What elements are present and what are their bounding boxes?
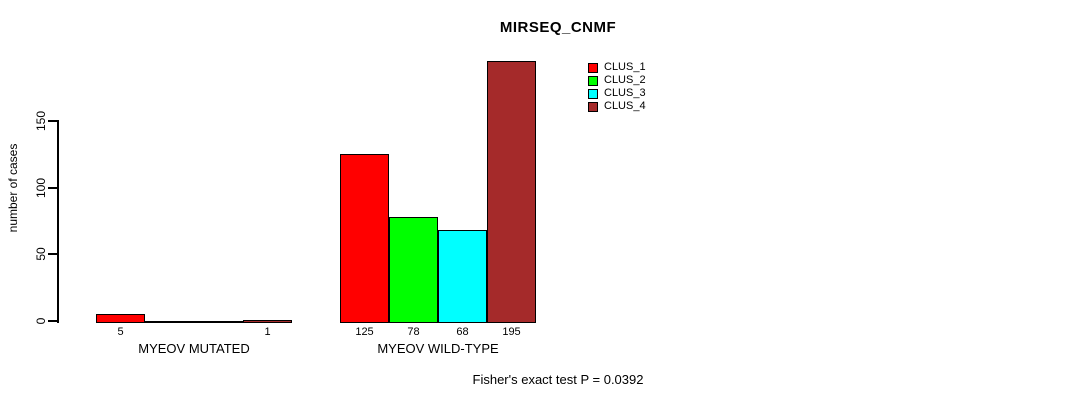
legend-label: CLUS_1 <box>604 61 646 73</box>
y-tick-mark <box>48 320 57 322</box>
bar-clus_2-group2 <box>389 217 438 323</box>
x-group-label: MYEOV MUTATED <box>138 341 250 356</box>
legend-label: CLUS_3 <box>604 87 646 99</box>
legend-swatch-clus_3 <box>588 88 598 99</box>
legend-swatch-clus_1 <box>588 62 598 73</box>
bar-value-label: 68 <box>456 326 469 338</box>
y-tick-label: 150 <box>34 110 48 132</box>
bar-clus_4-group2 <box>487 61 536 323</box>
y-tick-mark <box>48 120 57 122</box>
legend: CLUS_1 CLUS_2 CLUS_3 CLUS_4 <box>588 61 646 113</box>
annotation-text: Fisher's exact test P = 0.0392 <box>472 372 644 387</box>
bar-clus_4-group1 <box>243 320 292 323</box>
y-tick-label: 100 <box>34 177 48 198</box>
legend-item-clus_4: CLUS_4 <box>588 100 646 113</box>
x-group-label: MYEOV WILD-TYPE <box>377 341 499 356</box>
legend-item-clus_3: CLUS_3 <box>588 87 646 100</box>
y-tick-label: 50 <box>34 247 48 262</box>
bar-clus_3-group2 <box>438 230 487 323</box>
bar-clus_1-group2 <box>340 154 389 323</box>
bar-clus_2-group1 <box>145 321 194 323</box>
bar-value-label: 125 <box>355 326 374 338</box>
bar-value-label: 1 <box>264 326 271 338</box>
y-tick-mark <box>48 186 57 189</box>
y-tick-label: 0 <box>34 317 48 325</box>
y-axis-label: number of cases <box>6 143 20 233</box>
bar-clus_1-group1 <box>96 314 145 323</box>
bar-clus_3-group1 <box>194 321 243 323</box>
legend-label: CLUS_4 <box>604 100 646 112</box>
chart-title: MIRSEQ_CNMF <box>499 19 617 36</box>
y-tick-mark <box>48 253 57 256</box>
legend-item-clus_2: CLUS_2 <box>588 74 646 87</box>
y-axis-line <box>57 120 59 323</box>
legend-swatch-clus_2 <box>588 75 598 86</box>
bar-value-label: 5 <box>117 326 124 338</box>
legend-item-clus_1: CLUS_1 <box>588 61 646 74</box>
bar-value-label: 78 <box>407 326 420 338</box>
legend-label: CLUS_2 <box>604 74 646 86</box>
bar-value-label: 195 <box>502 326 521 338</box>
legend-swatch-clus_4 <box>588 101 598 112</box>
